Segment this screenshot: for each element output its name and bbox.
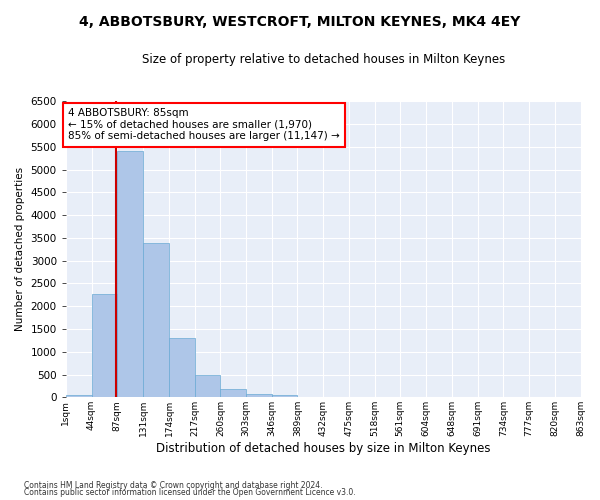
Bar: [117, 150, 143, 398]
Text: Contains HM Land Registry data © Crown copyright and database right 2024.: Contains HM Land Registry data © Crown c…: [24, 480, 323, 490]
Title: Size of property relative to detached houses in Milton Keynes: Size of property relative to detached ho…: [142, 52, 505, 66]
Y-axis label: Number of detached properties: Number of detached properties: [15, 168, 25, 332]
Bar: [195, 375, 220, 398]
Bar: [246, 394, 272, 398]
Bar: [143, 244, 169, 398]
Text: 4 ABBOTSBURY: 85sqm
← 15% of detached houses are smaller (1,970)
85% of semi-det: 4 ABBOTSBURY: 85sqm ← 15% of detached ho…: [68, 108, 340, 142]
Bar: [92, 294, 117, 398]
Bar: [169, 338, 195, 398]
Bar: [272, 396, 298, 398]
X-axis label: Distribution of detached houses by size in Milton Keynes: Distribution of detached houses by size …: [156, 442, 490, 455]
Bar: [220, 390, 246, 398]
Text: Contains public sector information licensed under the Open Government Licence v3: Contains public sector information licen…: [24, 488, 356, 497]
Text: 4, ABBOTSBURY, WESTCROFT, MILTON KEYNES, MK4 4EY: 4, ABBOTSBURY, WESTCROFT, MILTON KEYNES,…: [79, 15, 521, 29]
Bar: [66, 394, 92, 398]
